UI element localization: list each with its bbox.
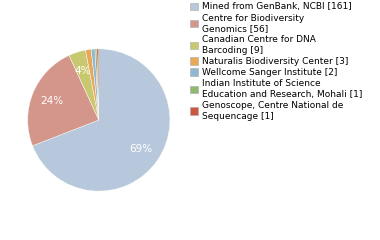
Text: 24%: 24% xyxy=(40,96,63,106)
Wedge shape xyxy=(97,49,99,120)
Wedge shape xyxy=(91,49,99,120)
Wedge shape xyxy=(33,49,170,191)
Wedge shape xyxy=(28,55,99,146)
Text: 69%: 69% xyxy=(130,144,153,154)
Text: 4%: 4% xyxy=(75,66,92,76)
Wedge shape xyxy=(95,49,99,120)
Wedge shape xyxy=(86,49,99,120)
Wedge shape xyxy=(69,50,99,120)
Legend: Mined from GenBank, NCBI [161], Centre for Biodiversity
Genomics [56], Canadian : Mined from GenBank, NCBI [161], Centre f… xyxy=(190,2,362,120)
